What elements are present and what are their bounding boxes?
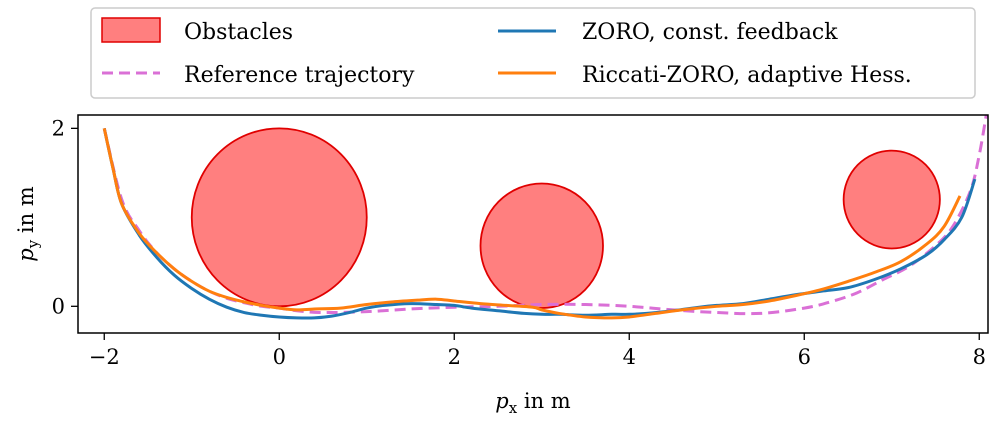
obstacles-layer [190, 127, 941, 309]
legend-swatch-obstacles [101, 17, 161, 43]
legend: Obstacles Reference trajectory ZORO, con… [90, 7, 976, 99]
y-tick-label: 2 [52, 116, 65, 140]
obstacle-circle-1 [190, 127, 368, 308]
x-ticks: −2 0 2 4 6 8 [89, 333, 986, 369]
plot-content [102, 115, 988, 320]
axes-frame [77, 114, 989, 334]
legend-label-zoro: ZORO, const. feedback [582, 20, 838, 45]
legend-label-obstacles: Obstacles [184, 20, 293, 45]
lines-layer [102, 115, 988, 320]
y-axis-label-main: p [14, 248, 38, 261]
x-axis-label-sub: x [509, 399, 518, 417]
x-tick-label: 6 [798, 345, 811, 369]
x-tick-label: −2 [89, 345, 120, 369]
y-axis-label: py in m [14, 186, 42, 262]
x-tick-label: 4 [623, 345, 636, 369]
x-axis-label: px in m [495, 389, 571, 417]
legend-frame [90, 7, 976, 99]
x-axis-label-main: p [495, 389, 508, 413]
x-tick-label: 8 [973, 345, 986, 369]
x-axis-label-rest: in m [517, 389, 571, 413]
legend-label-reference: Reference trajectory [184, 63, 415, 88]
y-tick-label: 0 [52, 294, 65, 318]
y-axis-label-sub: y [24, 239, 42, 249]
y-axis-label-rest: in m [14, 186, 38, 240]
obstacle-circle-2 [479, 182, 604, 309]
riccati-zoro-line [102, 128, 962, 320]
y-ticks: 02 [52, 116, 78, 318]
legend-label-riccati: Riccati-ZORO, adaptive Hess. [582, 63, 912, 88]
obstacle-circle-3 [842, 149, 941, 250]
x-tick-label: 2 [448, 345, 461, 369]
x-tick-label: 0 [273, 345, 286, 369]
